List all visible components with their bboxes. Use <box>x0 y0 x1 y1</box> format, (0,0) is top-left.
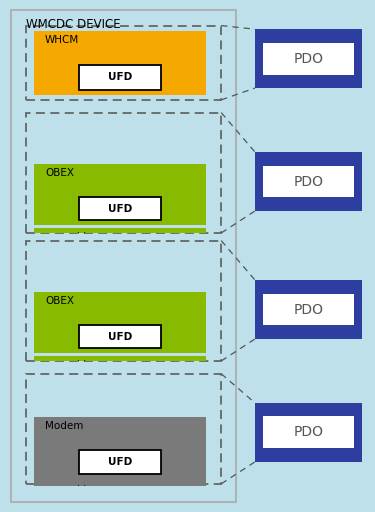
Text: UFD: UFD <box>108 204 132 214</box>
Text: . .: . . <box>77 225 86 236</box>
Text: WMCDC DEVICE: WMCDC DEVICE <box>26 18 121 31</box>
Text: UFD: UFD <box>108 72 132 82</box>
Text: PDO: PDO <box>293 175 323 188</box>
Text: OBEX: OBEX <box>45 168 74 178</box>
Text: . .: . . <box>77 353 86 364</box>
FancyBboxPatch shape <box>255 29 362 88</box>
Text: PDO: PDO <box>293 303 323 316</box>
FancyBboxPatch shape <box>255 280 362 339</box>
Text: WHCM: WHCM <box>45 35 79 45</box>
Text: PDO: PDO <box>293 425 323 439</box>
FancyBboxPatch shape <box>34 417 206 479</box>
Text: UFD: UFD <box>108 332 132 342</box>
FancyBboxPatch shape <box>34 31 206 95</box>
FancyBboxPatch shape <box>34 479 206 486</box>
FancyBboxPatch shape <box>79 66 161 90</box>
Text: . .: . . <box>77 478 86 487</box>
FancyBboxPatch shape <box>263 42 354 75</box>
FancyBboxPatch shape <box>34 356 206 361</box>
FancyBboxPatch shape <box>79 197 161 220</box>
Text: OBEX: OBEX <box>45 296 74 306</box>
FancyBboxPatch shape <box>263 293 354 326</box>
FancyBboxPatch shape <box>79 451 161 474</box>
FancyBboxPatch shape <box>255 403 362 462</box>
FancyBboxPatch shape <box>79 325 161 348</box>
Text: Modem: Modem <box>45 421 83 432</box>
FancyBboxPatch shape <box>34 228 206 233</box>
Text: UFD: UFD <box>108 457 132 467</box>
FancyBboxPatch shape <box>263 165 354 198</box>
FancyBboxPatch shape <box>11 10 236 502</box>
FancyBboxPatch shape <box>263 416 354 449</box>
FancyBboxPatch shape <box>34 164 206 225</box>
FancyBboxPatch shape <box>34 292 206 353</box>
FancyBboxPatch shape <box>255 152 362 211</box>
Text: PDO: PDO <box>293 52 323 66</box>
